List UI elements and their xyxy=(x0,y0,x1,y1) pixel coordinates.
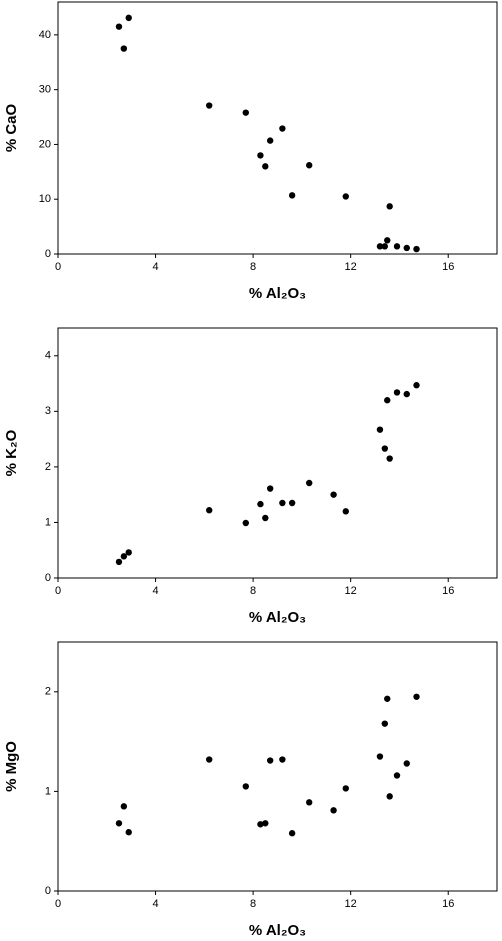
scatter-point xyxy=(115,820,123,827)
scatter-point xyxy=(330,491,337,498)
scatter-point xyxy=(386,793,393,800)
scatter-point xyxy=(279,499,286,507)
scatter-point xyxy=(125,829,132,836)
scatter-point xyxy=(376,243,384,250)
x-tick-label: 12 xyxy=(345,898,357,910)
scatter-point xyxy=(386,455,393,462)
scatter-point xyxy=(262,163,269,170)
scatter-point xyxy=(257,500,264,508)
x-tick-label: 4 xyxy=(152,898,158,910)
y-tick-label: 1 xyxy=(45,516,51,528)
scatter-point xyxy=(381,720,389,727)
scatter-point xyxy=(384,695,391,702)
plot-frame xyxy=(57,327,498,579)
y-tick-label: 2 xyxy=(45,461,51,473)
scatter-point xyxy=(393,243,401,250)
x-axis-title: % Al₂O₃ xyxy=(249,609,306,626)
y-tick-label: 40 xyxy=(39,29,51,41)
scatter-point xyxy=(266,757,274,764)
scatter-point xyxy=(393,772,401,779)
scatter-point xyxy=(257,821,264,828)
scatter-point xyxy=(381,445,389,452)
plot-frame xyxy=(57,1,498,255)
x-tick-label: 8 xyxy=(250,261,256,273)
scatter-point xyxy=(413,245,420,253)
scatter-point xyxy=(288,499,296,507)
x-tick-label: 16 xyxy=(442,261,454,273)
x-tick-label: 0 xyxy=(55,898,61,910)
x-axis-title: % Al₂O₃ xyxy=(249,285,306,302)
x-tick-label: 4 xyxy=(152,585,158,597)
y-tick-label: 0 xyxy=(45,572,51,584)
y-tick-label: 0 xyxy=(45,248,51,260)
scatter-point xyxy=(115,558,123,566)
y-tick-label: 30 xyxy=(39,84,51,96)
x-tick-label: 16 xyxy=(442,585,454,597)
scatter-point xyxy=(115,23,123,30)
scatter-point xyxy=(262,820,269,827)
x-tick-label: 12 xyxy=(345,261,357,273)
scatter-point xyxy=(384,237,391,244)
scatter-point xyxy=(306,799,313,806)
scatter-point xyxy=(403,390,410,398)
scatter-point xyxy=(306,479,313,487)
x-tick-label: 12 xyxy=(345,585,357,597)
scatter-point xyxy=(206,756,213,763)
scatter-point xyxy=(266,485,274,492)
x-tick-label: 8 xyxy=(250,898,256,910)
scatter-point xyxy=(206,507,213,514)
y-tick-label: 1 xyxy=(45,785,51,797)
x-tick-label: 16 xyxy=(442,898,454,910)
scatter-point xyxy=(242,783,249,790)
scatter-point xyxy=(403,244,410,252)
x-tick-label: 0 xyxy=(55,585,61,597)
y-tick-label: 10 xyxy=(39,193,51,205)
y-tick-label: 4 xyxy=(45,350,51,362)
scatter-point xyxy=(393,389,401,396)
scatter-point xyxy=(306,162,313,169)
scatter-point xyxy=(125,549,132,556)
x-tick-label: 8 xyxy=(250,585,256,597)
scatter-point xyxy=(330,807,337,814)
scatter-point xyxy=(381,243,389,250)
scatter-point xyxy=(376,426,384,433)
y-tick-label: 3 xyxy=(45,405,51,417)
scatter-point xyxy=(384,397,391,404)
x-tick-label: 4 xyxy=(152,261,158,273)
scatter-point xyxy=(279,125,286,132)
y-tick-label: 2 xyxy=(45,686,51,698)
scatter-point xyxy=(342,193,349,200)
scatter-point xyxy=(386,203,393,210)
scatter-point xyxy=(342,508,349,515)
scatter-point xyxy=(120,553,128,560)
scatter-point xyxy=(242,109,249,116)
scatter-point xyxy=(376,753,384,760)
y-tick-label: 0 xyxy=(45,885,51,897)
y-axis-title: % CaO xyxy=(3,104,20,153)
scatter-point xyxy=(413,382,420,389)
scatter-point xyxy=(288,830,296,837)
y-axis-title: % K₂O xyxy=(3,429,20,476)
scatter-point xyxy=(342,785,349,792)
scatter-point xyxy=(120,45,128,52)
scatter-point xyxy=(262,514,269,522)
scatter-point xyxy=(413,693,420,700)
scatter-point xyxy=(257,152,264,159)
y-tick-label: 20 xyxy=(39,138,51,150)
scatter-point xyxy=(206,102,213,109)
scatter-point xyxy=(403,760,410,767)
scatter-point xyxy=(125,14,132,22)
scatter-point xyxy=(266,137,274,144)
scatter-point xyxy=(242,519,249,527)
x-axis-title: % Al₂O₃ xyxy=(249,922,306,939)
plot-frame xyxy=(57,641,498,892)
scatter-point xyxy=(288,192,296,199)
scatter-point xyxy=(120,803,128,810)
x-tick-label: 0 xyxy=(55,261,61,273)
y-axis-title: % MgO xyxy=(3,741,20,792)
scatter-point xyxy=(279,756,286,763)
